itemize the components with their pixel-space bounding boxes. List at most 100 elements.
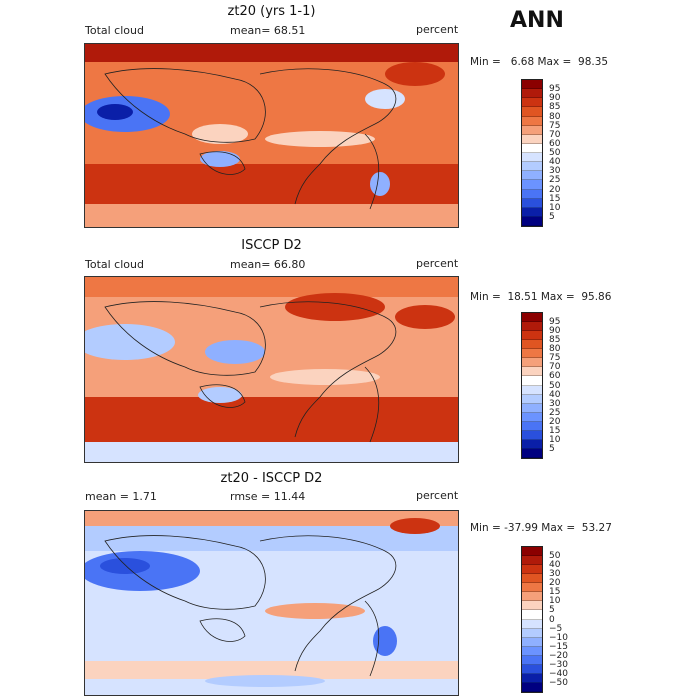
panel-1-variable: Total cloud: [85, 24, 144, 37]
colorbar-tick-label: −30: [549, 659, 568, 670]
season-label: ANN: [510, 8, 564, 33]
colorbar-tick-label: 5: [549, 605, 555, 616]
colorbar-tick-label: 40: [549, 157, 561, 168]
colorbar-swatch: [522, 385, 542, 395]
panel-3-map: [84, 510, 459, 696]
colorbar-swatch: [522, 313, 542, 323]
colorbar-tick-label: −5: [549, 623, 563, 634]
colorbar-swatch: [522, 116, 542, 126]
colorbar-tick-label: 30: [549, 398, 561, 409]
panel-2-units: percent: [416, 257, 459, 270]
colorbar-swatch: [522, 421, 542, 431]
colorbar-swatch: [522, 376, 542, 386]
colorbar-swatch: [522, 403, 542, 413]
colorbar-tick-label: 85: [549, 102, 561, 113]
colorbar-swatch: [522, 601, 542, 611]
colorbar-swatch: [522, 134, 542, 144]
colorbar-tick-label: 10: [549, 202, 561, 213]
colorbar-swatch: [522, 143, 542, 153]
colorbar-swatch: [522, 331, 542, 341]
colorbar-swatch: [522, 619, 542, 629]
panel-1-title: zt20 (yrs 1-1): [227, 4, 316, 19]
panel-3-title: zt20 - ISCCP D2: [220, 471, 323, 486]
colorbar-tick-label: 80: [549, 111, 561, 122]
colorbar-swatch: [522, 592, 542, 602]
colorbar-swatch: [522, 189, 542, 199]
colorbar-tick-label: 50: [549, 148, 561, 158]
colorbar-tick-label: 5: [549, 211, 555, 222]
colorbar-swatch: [522, 162, 542, 172]
panel-1-mean: mean= 68.51: [230, 24, 306, 37]
colorbar-tick-label: 30: [549, 166, 561, 177]
colorbar-swatch: [522, 171, 542, 181]
colorbar-swatch: [522, 367, 542, 377]
panel-3-mean: mean = 1.71: [85, 490, 157, 503]
colorbar-swatch: [522, 439, 542, 449]
panel-2-minmax: Min = 18.51 Max = 95.86: [470, 291, 612, 303]
colorbar-tick-label: 10: [549, 596, 561, 607]
panel-3-units: percent: [416, 489, 459, 502]
colorbar-tick-label: 75: [549, 353, 561, 364]
panel-3-colorbar: [521, 546, 543, 693]
colorbar-swatch: [522, 98, 542, 108]
colorbar-tick-label: 70: [549, 129, 561, 140]
colorbar-swatch: [522, 655, 542, 665]
colorbar-tick-label: 90: [549, 93, 561, 104]
colorbar-tick-label: 50: [549, 551, 561, 562]
panel-2-title: ISCCP D2: [241, 238, 302, 253]
colorbar-swatch: [522, 610, 542, 620]
panel-3-minmax: Min = -37.99 Max = 53.27: [470, 522, 612, 534]
colorbar-swatch: [522, 664, 542, 674]
panel-1-minmax: Min = 6.68 Max = 98.35: [470, 56, 609, 68]
colorbar-tick-label: −40: [549, 668, 568, 679]
colorbar-swatch: [522, 673, 542, 683]
colorbar-swatch: [522, 547, 542, 557]
colorbar-tick-label: 85: [549, 335, 561, 346]
colorbar-swatch: [522, 322, 542, 332]
colorbar-tick-label: 95: [549, 317, 561, 328]
colorbar-swatch: [522, 207, 542, 217]
colorbar-swatch: [522, 89, 542, 99]
colorbar-swatch: [522, 349, 542, 359]
colorbar-tick-label: 10: [549, 434, 561, 445]
colorbar-tick-label: 25: [549, 407, 561, 418]
colorbar-swatch: [522, 340, 542, 350]
colorbar-tick-label: 90: [549, 326, 561, 337]
colorbar-swatch: [522, 556, 542, 566]
colorbar-tick-label: 20: [549, 416, 561, 427]
colorbar-swatch: [522, 125, 542, 135]
colorbar-swatch: [522, 430, 542, 440]
colorbar-swatch: [522, 80, 542, 90]
colorbar-tick-label: 80: [549, 344, 561, 355]
panel-2-variable: Total cloud: [85, 258, 144, 271]
colorbar-swatch: [522, 628, 542, 638]
panel-3-rmse: rmse = 11.44: [230, 490, 306, 503]
colorbar-tick-label: −20: [549, 650, 568, 661]
colorbar-tick-label: 30: [549, 569, 561, 580]
colorbar-swatch: [522, 153, 542, 163]
colorbar-tick-label: 40: [549, 560, 561, 571]
panel-2-map: [84, 276, 459, 463]
colorbar-swatch: [522, 682, 542, 692]
colorbar-tick-label: 15: [549, 425, 561, 436]
panel-1-colorbar: [521, 79, 543, 227]
panel-1-units: percent: [416, 23, 459, 36]
colorbar-swatch: [522, 394, 542, 404]
panel-2-mean: mean= 66.80: [230, 258, 306, 271]
colorbar-tick-label: 5: [549, 443, 555, 454]
colorbar-tick-label: 50: [549, 380, 561, 391]
colorbar-tick-label: 15: [549, 587, 561, 598]
colorbar-tick-label: −50: [549, 677, 568, 688]
colorbar-swatch: [522, 637, 542, 647]
colorbar-tick-label: 70: [549, 362, 561, 373]
colorbar-swatch: [522, 646, 542, 656]
colorbar-swatch: [522, 180, 542, 190]
panel-1-map: [84, 43, 459, 228]
colorbar-swatch: [522, 107, 542, 117]
colorbar-tick-label: 60: [549, 371, 561, 382]
colorbar-swatch: [522, 216, 542, 226]
colorbar-swatch: [522, 358, 542, 368]
colorbar-swatch: [522, 198, 542, 208]
colorbar-tick-label: 20: [549, 184, 561, 195]
colorbar-tick-label: 0: [549, 614, 555, 625]
